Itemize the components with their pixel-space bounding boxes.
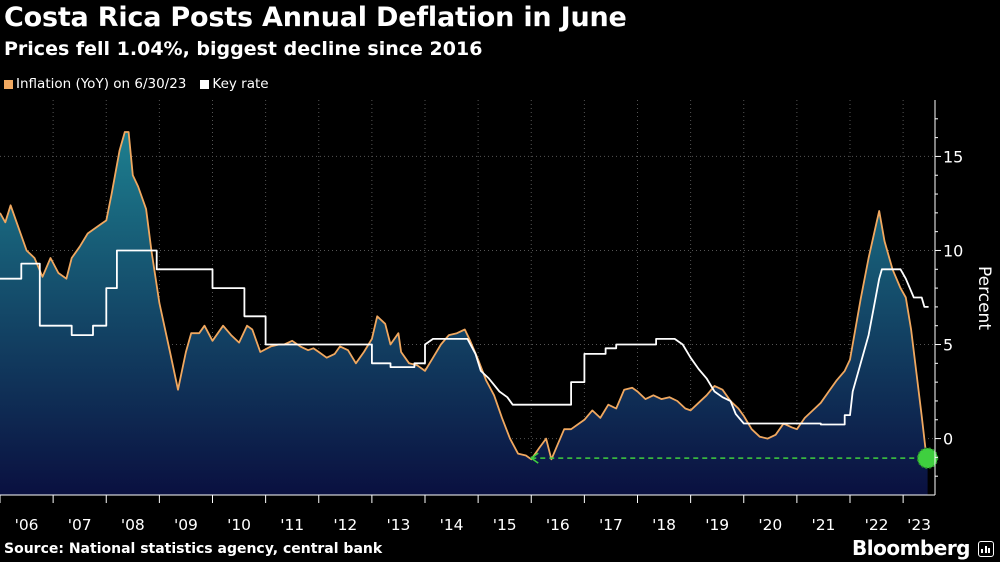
inflation-swatch <box>4 79 13 89</box>
legend-item-keyrate: Key rate <box>200 76 269 92</box>
x-tick-label: '07 <box>68 516 92 534</box>
x-tick-label: '22 <box>865 516 889 534</box>
x-tick-label: '11 <box>280 516 304 534</box>
keyrate-line <box>0 249 929 426</box>
chart-subtitle: Prices fell 1.04%, biggest decline since… <box>4 38 483 60</box>
x-tick-label: '15 <box>493 516 517 534</box>
y-tick-label: 5 <box>943 336 953 355</box>
legend-item-inflation: Inflation (YoY) on 6/30/23 <box>4 76 186 92</box>
reference-arrow-icon <box>529 452 539 464</box>
bloomberg-logo: Bloomberg <box>852 536 970 560</box>
inflation-area <box>0 132 928 495</box>
x-tick-label: '18 <box>652 516 676 534</box>
x-tick-label: '14 <box>440 516 464 534</box>
source-note: Source: National statistics agency, cent… <box>4 541 383 557</box>
x-tick-label: '17 <box>599 516 623 534</box>
bloomberg-chart-icon <box>978 541 994 557</box>
x-tick-label: '16 <box>546 516 570 534</box>
legend-inflation-label: Inflation (YoY) on 6/30/23 <box>16 76 187 92</box>
inflation-line <box>0 131 929 461</box>
x-tick-label: '13 <box>386 516 410 534</box>
x-tick-label: '23 <box>907 516 931 534</box>
x-tick-label: '12 <box>333 516 357 534</box>
y-axis-label: Percent <box>974 266 994 330</box>
x-tick-label: '08 <box>121 516 145 534</box>
latest-value-marker <box>916 447 939 469</box>
y-tick-label: 15 <box>943 147 963 166</box>
legend-keyrate-label: Key rate <box>212 76 269 92</box>
x-tick-label: '09 <box>174 516 198 534</box>
x-tick-label: '06 <box>15 516 39 534</box>
chart-title: Costa Rica Posts Annual Deflation in Jun… <box>4 2 627 33</box>
y-tick-label: 0 <box>943 430 953 449</box>
x-tick-label: '19 <box>705 516 729 534</box>
keyrate-swatch <box>200 79 210 89</box>
y-tick-label: 10 <box>943 241 963 260</box>
legend: Inflation (YoY) on 6/30/23 Key rate <box>4 76 269 92</box>
x-tick-label: '10 <box>227 516 251 534</box>
x-tick-label: '21 <box>811 516 835 534</box>
axes: 0 5 10 15 '06 '07 '08 '09 '10 '11 '12 '13 '14 '15 '16 '… <box>0 100 963 534</box>
x-tick-label: '20 <box>758 516 782 534</box>
